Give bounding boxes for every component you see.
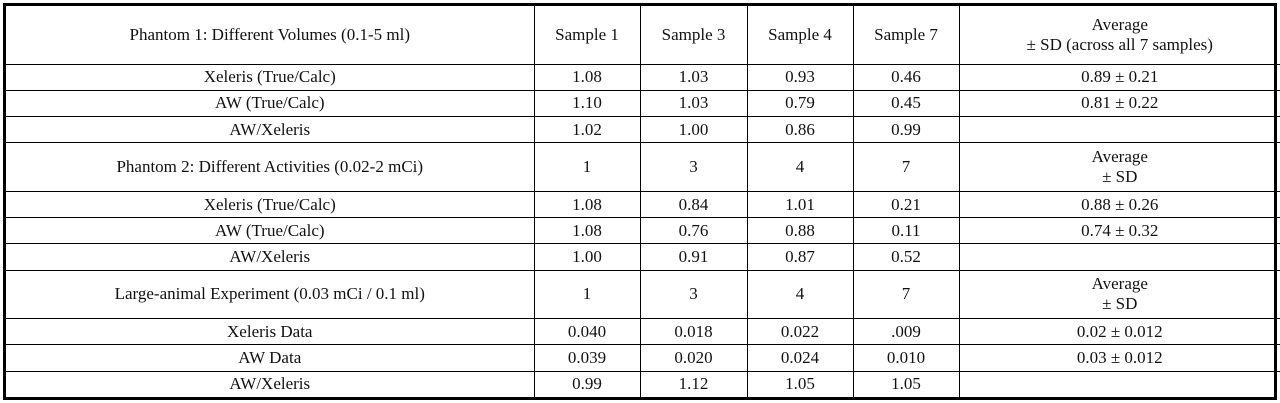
column-header: 4 <box>746 269 854 320</box>
table-row: AW (True/Calc) 1.10 1.03 0.79 0.45 0.81 … <box>6 89 1280 118</box>
section-3-title: Large-animal Experiment (0.03 mCi / 0.1 … <box>6 269 535 320</box>
table-cell: 1.03 <box>639 89 748 118</box>
average-header-line-2: ± SD <box>1102 167 1138 187</box>
results-table: Phantom 1: Different Volumes (0.1-5 ml) … <box>6 6 1280 397</box>
section-1-header-row: Phantom 1: Different Volumes (0.1-5 ml) … <box>6 6 1280 65</box>
table-cell: 1.08 <box>533 190 641 219</box>
average-cell: 0.03 ± 0.012 <box>958 344 1280 372</box>
table-row: Xeleris Data 0.040 0.018 0.022 .009 0.02… <box>6 318 1280 346</box>
row-label: Xeleris (True/Calc) <box>6 190 535 219</box>
column-header: 4 <box>746 142 854 192</box>
average-column-header: Average ± SD <box>958 142 1280 192</box>
average-cell: 0.89 ± 0.21 <box>958 63 1280 91</box>
table-cell: 0.010 <box>852 344 960 372</box>
average-header-line-2: ± SD <box>1102 294 1138 314</box>
table-cell: 1.00 <box>639 116 748 144</box>
table-cell: 1.00 <box>533 243 641 271</box>
table-cell: 0.86 <box>746 116 854 144</box>
table-cell: 0.11 <box>852 217 960 245</box>
table-cell: 0.45 <box>852 89 960 118</box>
table-cell: 1.05 <box>852 370 960 397</box>
table-cell: 0.022 <box>746 318 854 346</box>
average-header-line-1: Average <box>1091 14 1148 34</box>
results-table-frame: Phantom 1: Different Volumes (0.1-5 ml) … <box>3 3 1280 400</box>
table-cell: 0.21 <box>852 190 960 219</box>
table-cell: 0.040 <box>533 318 641 346</box>
average-column-header: Average ± SD <box>958 269 1280 320</box>
table-row: AW Data 0.039 0.020 0.024 0.010 0.03 ± 0… <box>6 344 1280 372</box>
table-row: AW/Xeleris 1.00 0.91 0.87 0.52 <box>6 243 1280 271</box>
table-cell: 0.99 <box>533 370 641 397</box>
table-cell: 1.10 <box>533 89 641 118</box>
table-cell: 0.52 <box>852 243 960 271</box>
table-cell: 1.01 <box>746 190 854 219</box>
table-cell: 0.87 <box>746 243 854 271</box>
column-header: 7 <box>852 142 960 192</box>
average-cell <box>958 370 1280 397</box>
column-header: 1 <box>533 142 641 192</box>
table-cell: 1.12 <box>639 370 748 397</box>
row-label: AW Data <box>6 344 535 372</box>
table-cell: 0.039 <box>533 344 641 372</box>
table-cell: 0.91 <box>639 243 748 271</box>
row-label: AW/Xeleris <box>6 243 535 271</box>
table-row: Xeleris (True/Calc) 1.08 0.84 1.01 0.21 … <box>6 190 1280 219</box>
average-cell <box>958 116 1280 144</box>
average-cell: 0.88 ± 0.26 <box>958 190 1280 219</box>
table-cell: 1.08 <box>533 217 641 245</box>
table-row: AW/Xeleris 0.99 1.12 1.05 1.05 <box>6 370 1280 397</box>
table-cell: 1.03 <box>639 63 748 91</box>
section-2-title: Phantom 2: Different Activities (0.02-2 … <box>6 142 535 192</box>
average-header-line-2: ± SD (across all 7 samples) <box>1026 34 1213 54</box>
column-header: Sample 4 <box>746 6 854 65</box>
row-label: AW (True/Calc) <box>6 217 535 245</box>
average-cell: 0.02 ± 0.012 <box>958 318 1280 346</box>
column-header: 1 <box>533 269 641 320</box>
table-cell: 0.46 <box>852 63 960 91</box>
table-cell: 0.024 <box>746 344 854 372</box>
table-cell: 0.018 <box>639 318 748 346</box>
table-cell: 0.93 <box>746 63 854 91</box>
table-row: Xeleris (True/Calc) 1.08 1.03 0.93 0.46 … <box>6 63 1280 91</box>
row-label: Xeleris (True/Calc) <box>6 63 535 91</box>
table-cell: 0.84 <box>639 190 748 219</box>
column-header: 7 <box>852 269 960 320</box>
average-cell: 0.74 ± 0.32 <box>958 217 1280 245</box>
average-header-line-1: Average <box>1091 147 1148 167</box>
table-cell: 0.99 <box>852 116 960 144</box>
average-cell <box>958 243 1280 271</box>
table-cell: 0.88 <box>746 217 854 245</box>
row-label: AW (True/Calc) <box>6 89 535 118</box>
column-header: 3 <box>639 269 748 320</box>
table-cell: 0.76 <box>639 217 748 245</box>
section-2-header-row: Phantom 2: Different Activities (0.02-2 … <box>6 142 1280 192</box>
table-cell: 0.79 <box>746 89 854 118</box>
average-cell: 0.81 ± 0.22 <box>958 89 1280 118</box>
section-1-title: Phantom 1: Different Volumes (0.1-5 ml) <box>6 6 535 65</box>
row-label: Xeleris Data <box>6 318 535 346</box>
table-cell: 1.08 <box>533 63 641 91</box>
column-header: Sample 1 <box>533 6 641 65</box>
row-label: AW/Xeleris <box>6 370 535 397</box>
table-cell: .009 <box>852 318 960 346</box>
table-cell: 1.02 <box>533 116 641 144</box>
table-cell: 0.020 <box>639 344 748 372</box>
section-3-header-row: Large-animal Experiment (0.03 mCi / 0.1 … <box>6 269 1280 320</box>
column-header: Sample 7 <box>852 6 960 65</box>
average-header-line-1: Average <box>1091 274 1148 294</box>
table-row: AW (True/Calc) 1.08 0.76 0.88 0.11 0.74 … <box>6 217 1280 245</box>
column-header: Sample 3 <box>639 6 748 65</box>
column-header: 3 <box>639 142 748 192</box>
table-row: AW/Xeleris 1.02 1.00 0.86 0.99 <box>6 116 1280 144</box>
row-label: AW/Xeleris <box>6 116 535 144</box>
average-column-header: Average ± SD (across all 7 samples) <box>958 6 1280 65</box>
table-cell: 1.05 <box>746 370 854 397</box>
